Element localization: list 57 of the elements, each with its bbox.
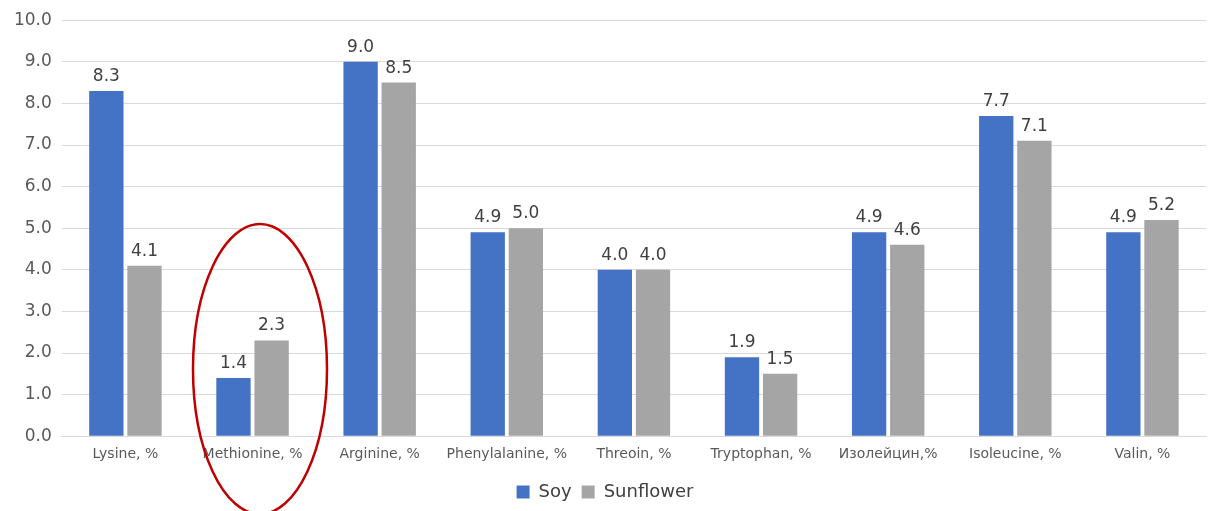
x-tick-label: Arginine, % (339, 445, 420, 462)
data-label: 4.9 (855, 206, 883, 227)
data-label: 4.0 (639, 243, 667, 264)
data-label: 7.7 (982, 89, 1010, 110)
bar (89, 90, 124, 436)
data-label: 8.3 (92, 64, 120, 85)
data-label: 1.5 (766, 347, 794, 368)
x-tick-label: Threoin, % (595, 445, 672, 462)
y-tick-label: 4.0 (24, 258, 52, 279)
bar (127, 265, 162, 436)
data-label: 9.0 (347, 35, 375, 56)
bar (1106, 232, 1141, 436)
y-tick-label: 7.0 (24, 133, 52, 154)
x-tick-label: Valin, % (1114, 445, 1171, 462)
data-label: 4.0 (601, 243, 629, 264)
legend-label: Sunflower (603, 479, 695, 501)
data-label: 5.2 (1147, 193, 1176, 214)
data-label: 8.5 (385, 56, 413, 77)
y-tick-label: 6.0 (24, 175, 52, 196)
bar (381, 82, 416, 436)
y-tick-label: 5.0 (24, 216, 52, 237)
data-label: 4.1 (130, 239, 159, 260)
x-tick-label: Lysine, % (92, 445, 159, 462)
bar (724, 357, 760, 436)
bar (343, 61, 378, 436)
bar (216, 377, 251, 436)
bar (762, 373, 798, 436)
bar (508, 228, 544, 436)
data-label: 4.9 (1109, 206, 1137, 227)
x-tick-label: Изолейцин,% (838, 445, 938, 462)
bar (979, 115, 1014, 436)
bar (254, 340, 289, 436)
y-tick-label: 3.0 (24, 299, 52, 320)
legend-label: Soy (538, 479, 572, 501)
bar (890, 244, 925, 436)
bar (470, 232, 505, 436)
data-label: 1.9 (728, 331, 756, 352)
bar (635, 269, 671, 436)
y-tick-label: 9.0 (24, 50, 52, 71)
data-label: 1.4 (219, 351, 247, 372)
y-tick-label: 2.0 (24, 341, 52, 362)
bar (851, 232, 887, 436)
data-label: 5.0 (512, 202, 540, 223)
y-tick-label: 10.0 (13, 8, 52, 29)
data-label: 7.1 (1020, 114, 1048, 135)
data-label: 4.6 (893, 218, 921, 239)
y-tick-label: 1.0 (24, 383, 52, 404)
x-tick-label: Phenylalanine, % (446, 445, 568, 462)
bar (597, 269, 633, 436)
y-tick-label: 0.0 (24, 424, 52, 445)
data-label: 4.9 (474, 206, 502, 227)
y-tick-label: 8.0 (24, 91, 52, 112)
bar (1017, 140, 1052, 436)
bar (1144, 219, 1179, 436)
data-label: 2.3 (258, 314, 286, 335)
x-tick-label: Isoleucine, % (968, 445, 1062, 462)
x-tick-label: Tryptophan, % (709, 445, 812, 462)
